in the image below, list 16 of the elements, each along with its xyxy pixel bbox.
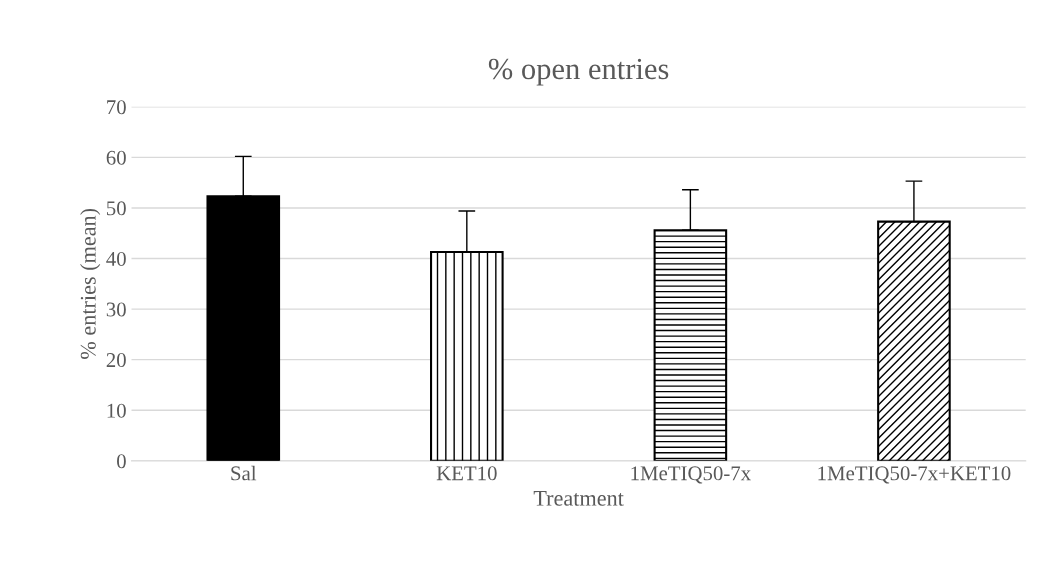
y-tick-label: 10 [107,403,126,418]
y-tick-label: 50 [107,201,126,216]
x-tick-label: 1MeTIQ50-7x+KET10 [818,466,1011,484]
y-tick-label: 60 [106,150,126,165]
y-tick-label: 70 [107,100,126,115]
y-tick-label: 30 [106,302,126,317]
x-axis-title: Treatment [533,491,624,506]
y-tick-label: 40 [106,251,126,266]
y-tick-label: 20 [106,353,126,368]
x-tick-label: 1MeTIQ50-7x [631,466,751,484]
y-axis-title: % entries (mean) [80,208,101,359]
y-tick-label: 0 [117,454,126,469]
chart-title: % open entries [488,58,669,86]
x-tick-label: KET10 [436,466,497,481]
bar [430,250,504,461]
x-tick-label: Sal [231,465,257,481]
